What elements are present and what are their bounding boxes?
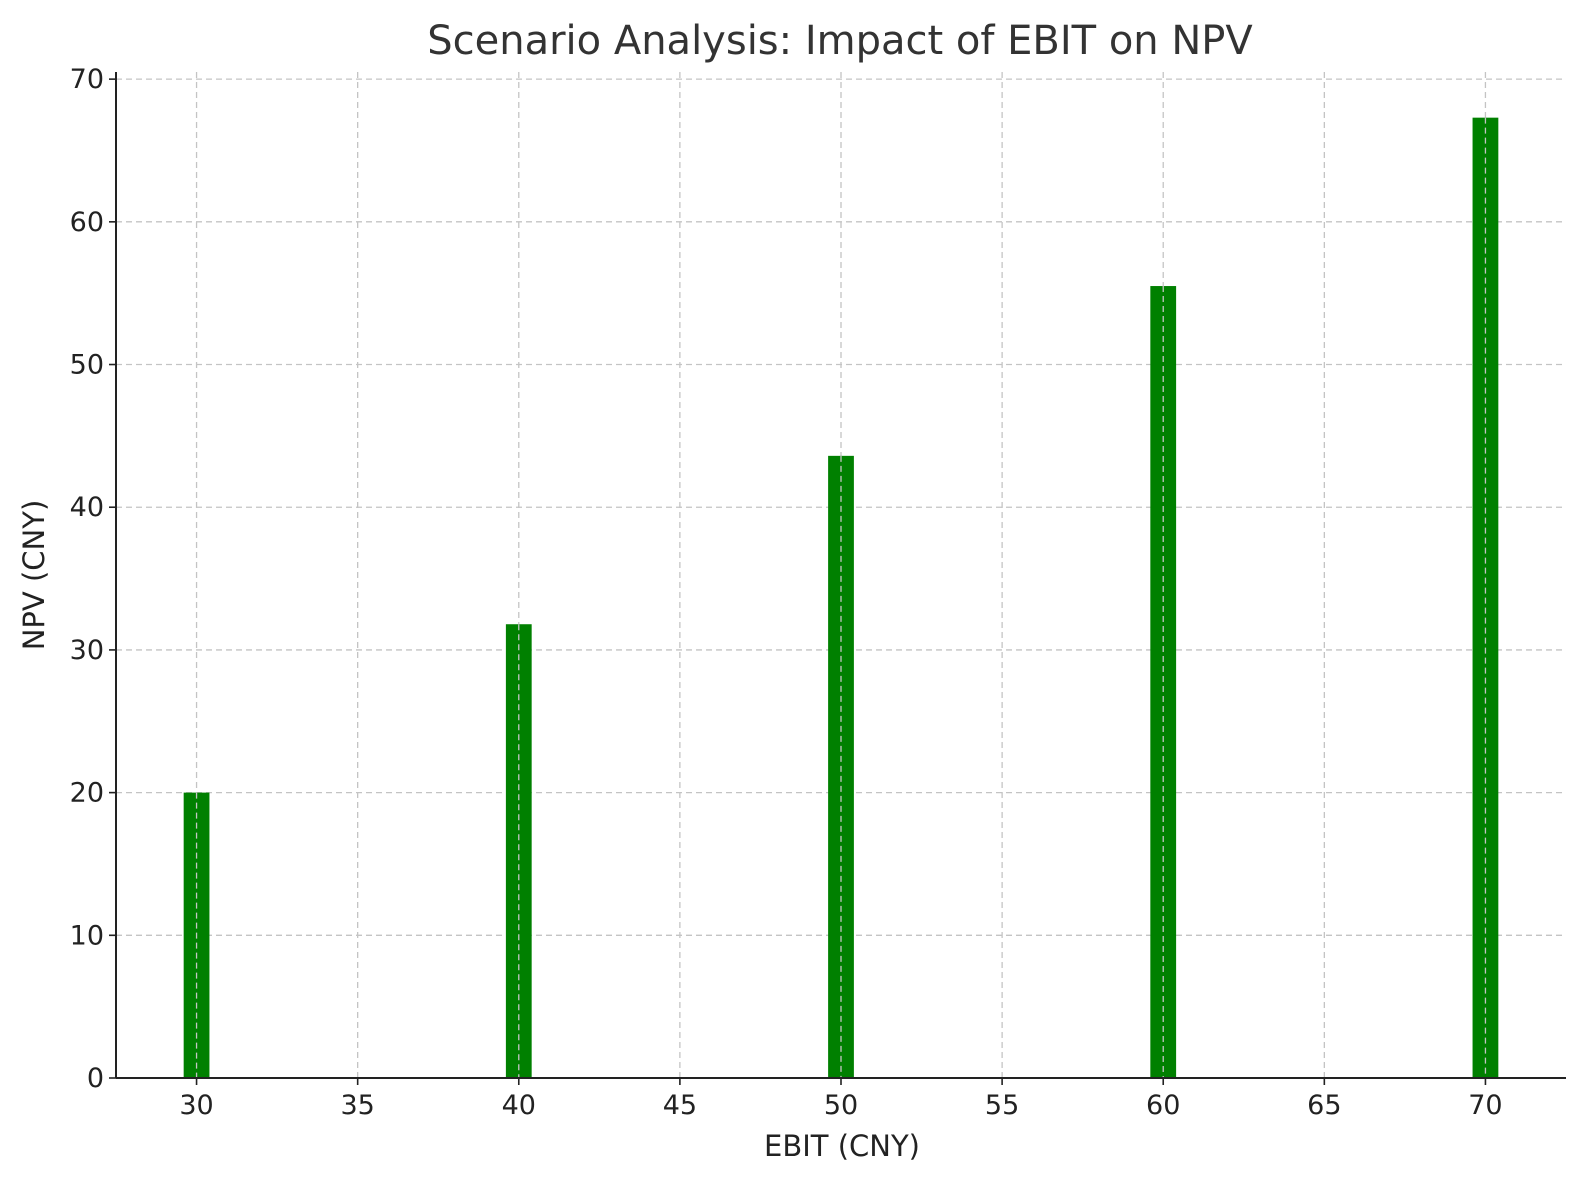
y-tick-label: 10: [70, 920, 104, 951]
x-tick-label: 30: [179, 1090, 213, 1121]
y-tick-label: 30: [70, 635, 104, 666]
y-tick-label: 60: [70, 207, 104, 238]
x-tick-label: 50: [824, 1090, 858, 1121]
y-axis-label: NPV (CNY): [17, 500, 51, 651]
y-ticks: 0 10 20 30 40 50 60 70: [70, 64, 116, 1094]
y-tick-label: 20: [70, 778, 104, 809]
y-tick-label: 40: [70, 492, 104, 523]
y-tick-label: 0: [87, 1063, 104, 1094]
x-tick-label: 55: [985, 1090, 1019, 1121]
x-tick-label: 60: [1146, 1090, 1180, 1121]
x-tick-label: 70: [1468, 1090, 1502, 1121]
bars: [183, 117, 1499, 1079]
y-tick-label: 70: [70, 64, 104, 95]
x-tick-label: 45: [663, 1090, 697, 1121]
x-ticks: 30 35 40 45 50 55 60 65 70: [179, 1078, 1503, 1121]
grid-overlay: [195, 117, 1487, 1078]
x-tick-label: 35: [340, 1090, 374, 1121]
chart-title: Scenario Analysis: Impact of EBIT on NPV: [427, 18, 1253, 64]
x-tick-label: 40: [502, 1090, 536, 1121]
y-tick-label: 50: [70, 350, 104, 381]
x-tick-label: 65: [1307, 1090, 1341, 1121]
x-axis-label: EBIT (CNY): [764, 1129, 920, 1163]
